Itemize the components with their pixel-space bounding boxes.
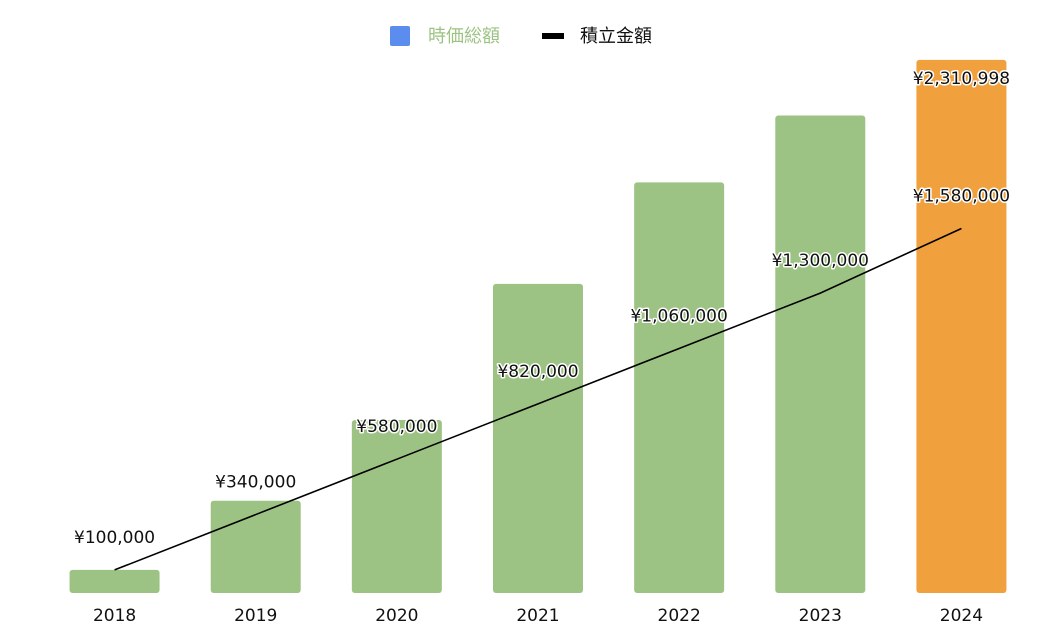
legend-label-market-value: 時価総額 <box>428 26 500 47</box>
data-label-contribution-2021: ¥820,000 <box>497 362 578 382</box>
x-tick-2024: 2024 <box>940 606 983 626</box>
x-tick-2022: 2022 <box>658 606 701 626</box>
bar-2020 <box>351 419 442 593</box>
bar-2022 <box>634 182 725 593</box>
legend: 時価総額 積立金額 <box>390 26 652 47</box>
x-tick-2021: 2021 <box>516 606 559 626</box>
bar-2021 <box>493 283 583 593</box>
bars-group <box>69 59 1007 594</box>
x-tick-2023: 2023 <box>799 606 842 626</box>
x-tick-2018: 2018 <box>93 606 136 626</box>
data-label-market-value-2024: ¥2,310,998 <box>913 69 1010 89</box>
legend-label-contribution: 積立金額 <box>580 26 652 47</box>
x-tick-2020: 2020 <box>375 606 418 626</box>
legend-swatch-market-value <box>390 26 410 46</box>
data-label-contribution-2022: ¥1,060,000 <box>630 306 727 326</box>
data-label-contribution-2023: ¥1,300,000 <box>772 251 869 271</box>
data-label-contribution-2020: ¥580,000 <box>356 417 437 437</box>
bar-2018 <box>69 569 160 593</box>
bar-2023 <box>775 115 866 594</box>
data-label-contribution-2024: ¥1,580,000 <box>913 186 1010 206</box>
data-label-contribution-2019: ¥340,000 <box>215 473 296 493</box>
x-axis-ticks: 2018 2019 2020 2021 2022 2023 2024 <box>93 606 983 626</box>
legend-swatch-contribution <box>542 33 564 39</box>
data-labels-group: ¥100,000 ¥340,000 ¥580,000 ¥820,000 ¥1,060,0… <box>73 67 1012 549</box>
bar-2024 <box>916 59 1007 594</box>
line-group <box>114 227 962 571</box>
x-tick-2019: 2019 <box>234 606 277 626</box>
line-contribution <box>114 227 962 571</box>
data-label-contribution-2018: ¥100,000 <box>74 528 155 548</box>
